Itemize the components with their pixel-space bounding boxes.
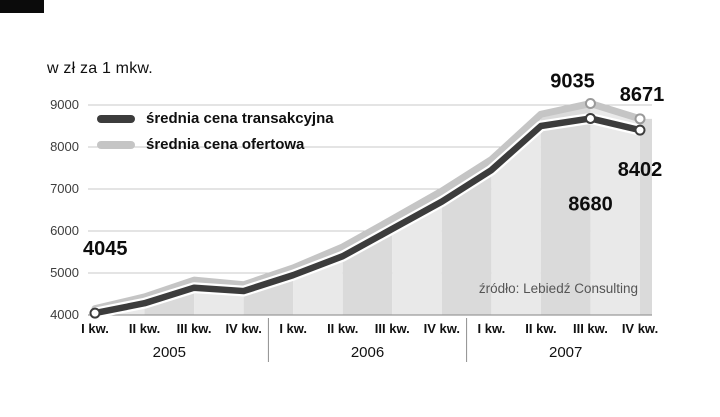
annotation-label: 9035 — [550, 71, 595, 93]
legend-item-transaction: średnia cena transakcyjna — [97, 110, 334, 127]
x-tick-label: III kw. — [573, 321, 608, 336]
x-tick-label: III kw. — [177, 321, 212, 336]
data-point-marker — [584, 112, 596, 124]
area-band — [640, 103, 652, 315]
transaction-line-swatch — [97, 114, 135, 123]
area-band — [590, 103, 640, 315]
y-tick-label: 9000 — [50, 97, 79, 112]
x-tick-label: II kw. — [525, 321, 556, 336]
y-tick-label: 6000 — [50, 223, 79, 238]
y-tick-label: 7000 — [50, 181, 79, 196]
y-tick-label: 5000 — [50, 265, 79, 280]
transaction-line — [91, 115, 644, 317]
area-band — [342, 103, 393, 315]
data-point-marker — [584, 98, 596, 110]
x-tick-label: IV kw. — [424, 321, 460, 336]
source-text: źródło: Lebiedź Consulting — [479, 281, 638, 296]
y-tick-label: 4000 — [50, 307, 79, 322]
x-tick-label: II kw. — [327, 321, 358, 336]
annotation-label: 8680 — [568, 193, 613, 215]
annotation-label: 4045 — [83, 238, 128, 260]
year-label: 2006 — [351, 344, 384, 361]
legend-item-offer: średnia cena ofertowa — [97, 136, 334, 153]
chart-title: w zł za 1 mkw. — [47, 60, 153, 77]
x-tick-label: III kw. — [375, 321, 410, 336]
x-tick-label: II kw. — [129, 321, 160, 336]
offer-line-swatch — [97, 140, 135, 149]
offer-line — [91, 100, 644, 313]
legend-label-transaction: średnia cena transakcyjna — [146, 110, 334, 127]
data-point-marker — [89, 307, 101, 319]
area-band — [540, 103, 591, 315]
x-tick-label: I kw. — [279, 321, 307, 336]
annotation-label: 8671 — [620, 84, 665, 106]
year-label: 2005 — [153, 344, 186, 361]
year-label: 2007 — [549, 344, 582, 361]
header-bar — [0, 0, 44, 13]
legend-label-offer: średnia cena ofertowa — [146, 136, 305, 153]
x-tick-label: IV kw. — [225, 321, 261, 336]
x-tick-label: I kw. — [478, 321, 506, 336]
y-tick-label: 8000 — [50, 139, 79, 154]
annotation-label: 8402 — [618, 159, 663, 181]
x-tick-label: I kw. — [81, 321, 109, 336]
x-tick-label: IV kw. — [622, 321, 658, 336]
legend: średnia cena transakcyjna średnia cena o… — [97, 110, 334, 153]
data-point-marker — [634, 124, 646, 136]
data-point-marker — [634, 113, 646, 125]
